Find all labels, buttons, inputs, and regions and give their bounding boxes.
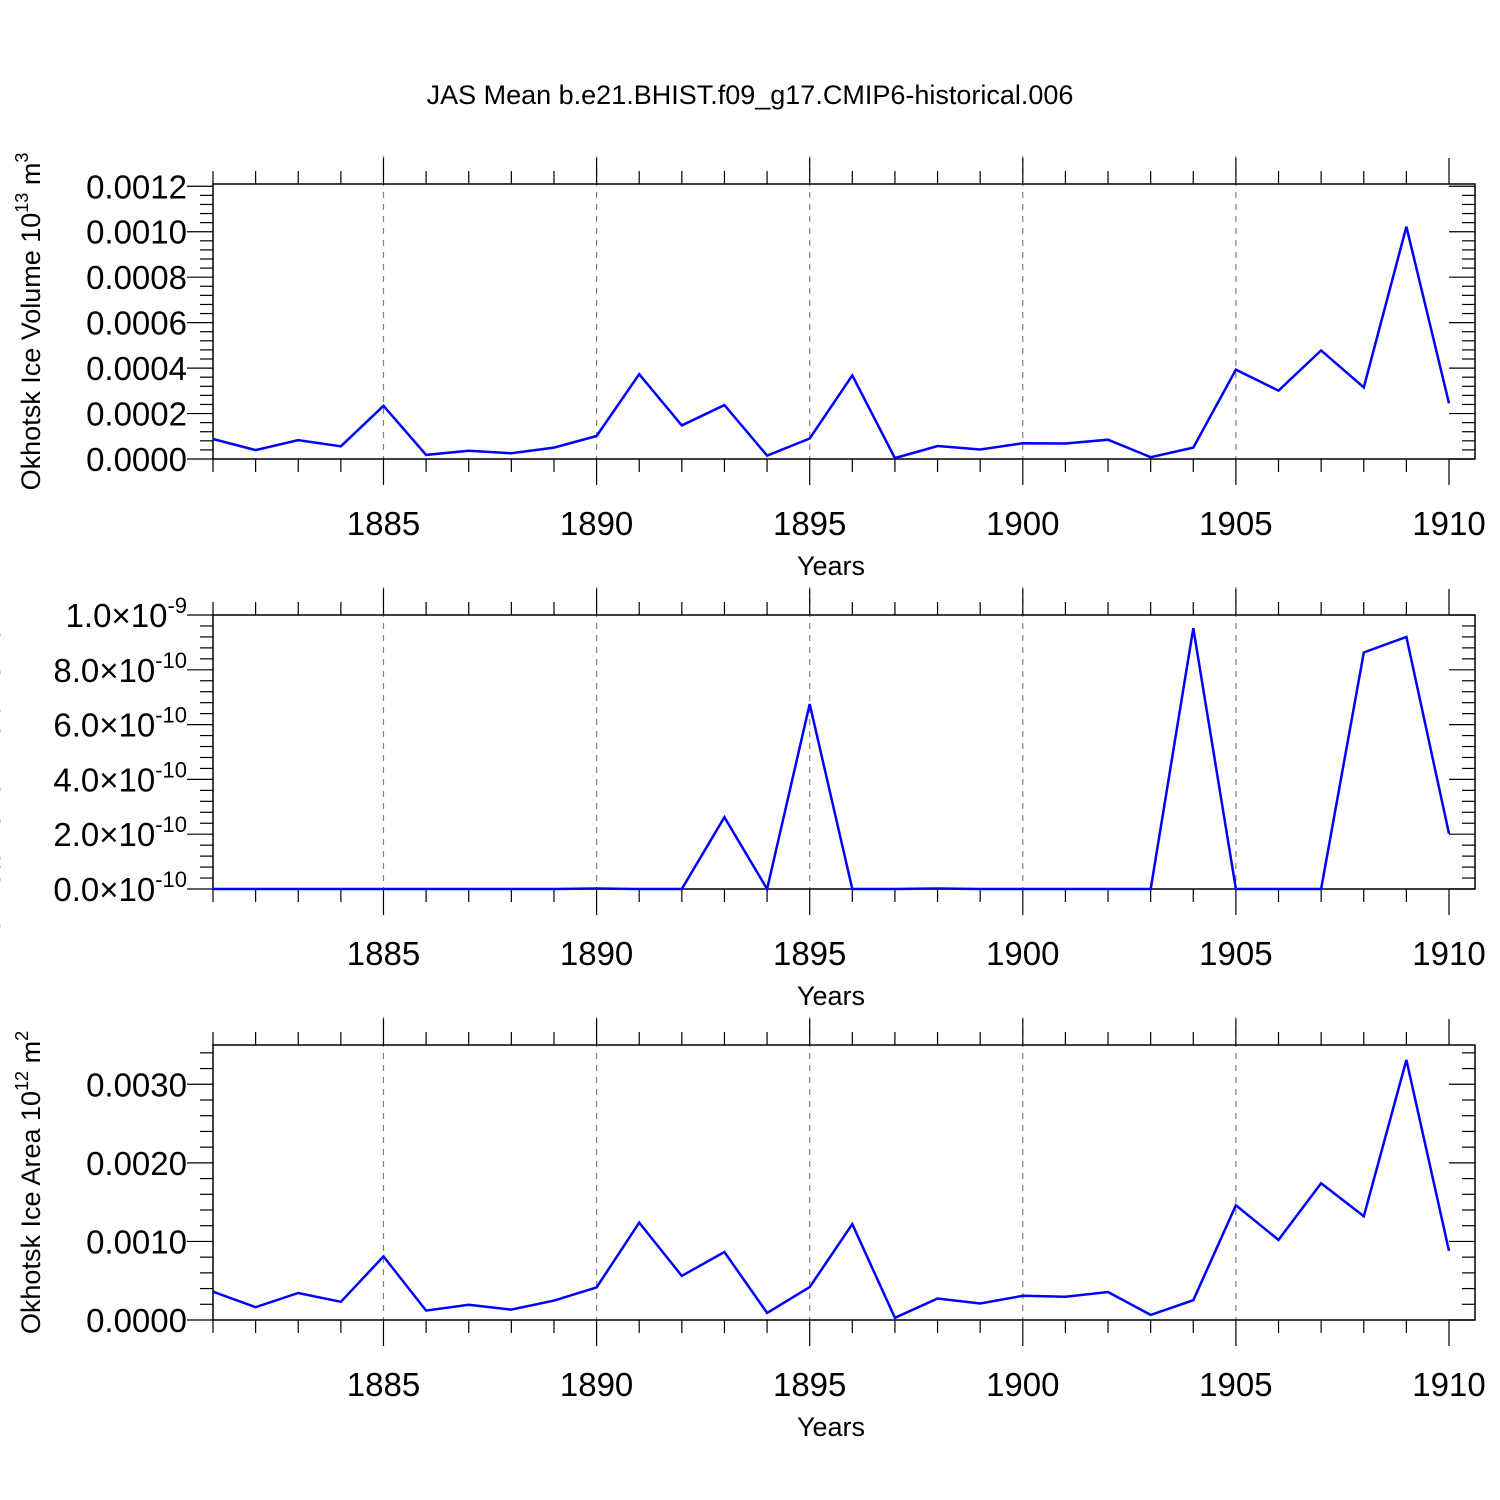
y-tick-label: 0.0000 (86, 441, 187, 478)
y-tick-label: 0.0002 (86, 396, 187, 433)
plot-frame (212, 183, 1476, 460)
y-tick-label: 2.0×10-10 (53, 812, 187, 853)
y-tick-label: 0.0000 (86, 1302, 187, 1339)
plot-frame (212, 1044, 1476, 1321)
series-line (212, 226, 1451, 460)
y-axis-title: Okhotsk Snow Volume 1013 m3 (0, 567, 6, 936)
x-tick-label: 1895 (773, 935, 846, 972)
y-axis-title: Okhotsk Ice Area 1012 m2 (12, 1031, 46, 1334)
y-tick-label: 0.0030 (86, 1066, 187, 1103)
y-tick-label: 4.0×10-10 (53, 757, 187, 798)
x-tick-label: 1910 (1412, 1366, 1485, 1403)
x-tick-label: 1895 (773, 505, 846, 542)
x-axis-title: Years (797, 1412, 865, 1442)
x-tick-label: 1905 (1199, 1366, 1272, 1403)
y-tick-label: 0.0010 (86, 214, 187, 251)
x-tick-label: 1900 (986, 935, 1059, 972)
series-line (213, 627, 1451, 893)
y-tick-label: 0.0012 (86, 168, 187, 205)
chart-title: JAS Mean b.e21.BHIST.f09_g17.CMIP6-histo… (426, 80, 1074, 110)
x-tick-label: 1890 (560, 1366, 633, 1403)
series-line (212, 1059, 1451, 1320)
x-tick-label: 1910 (1412, 935, 1485, 972)
plot-frame (212, 614, 1476, 890)
x-axis-title: Years (797, 981, 865, 1011)
x-tick-label: 1890 (560, 935, 633, 972)
y-axis-title: Okhotsk Ice Volume 1013 m3 (12, 153, 46, 491)
panel-snow-volume: 1885 1890 1895 1900 1905 1910 Years 0.0×10-10 2.… (0, 567, 1486, 1011)
x-tick-label: 1905 (1199, 505, 1272, 542)
panel-ice-volume: 1885 1890 1895 1900 1905 1910 Years 0.0000 0.000… (12, 153, 1486, 581)
y-tick-label: 0.0×10-10 (53, 867, 187, 908)
y-tick-label: 0.0004 (86, 350, 187, 387)
y-tick-label: 8.0×10-10 (53, 648, 187, 689)
y-tick-label: 6.0×10-10 (53, 703, 187, 744)
x-tick-label: 1895 (773, 1366, 846, 1403)
x-axis-title: Years (797, 551, 865, 581)
y-tick-label: 0.0020 (86, 1145, 187, 1182)
y-tick-label: 0.0008 (86, 259, 187, 296)
x-tick-label: 1905 (1199, 935, 1272, 972)
x-tick-label: 1885 (347, 505, 420, 542)
x-tick-label: 1900 (986, 1366, 1059, 1403)
panel-ice-area: 1885 1890 1895 1900 1905 1910 Years 0.0000 0.001… (12, 1017, 1486, 1442)
y-tick-label: 0.0006 (86, 305, 187, 342)
x-tick-label: 1885 (347, 1366, 420, 1403)
x-tick-label: 1890 (560, 505, 633, 542)
y-tick-label: 0.0010 (86, 1223, 187, 1260)
x-tick-label: 1885 (347, 935, 420, 972)
x-tick-label: 1910 (1412, 505, 1485, 542)
x-tick-label: 1900 (986, 505, 1059, 542)
y-tick-label: 1.0×10-9 (66, 593, 187, 634)
